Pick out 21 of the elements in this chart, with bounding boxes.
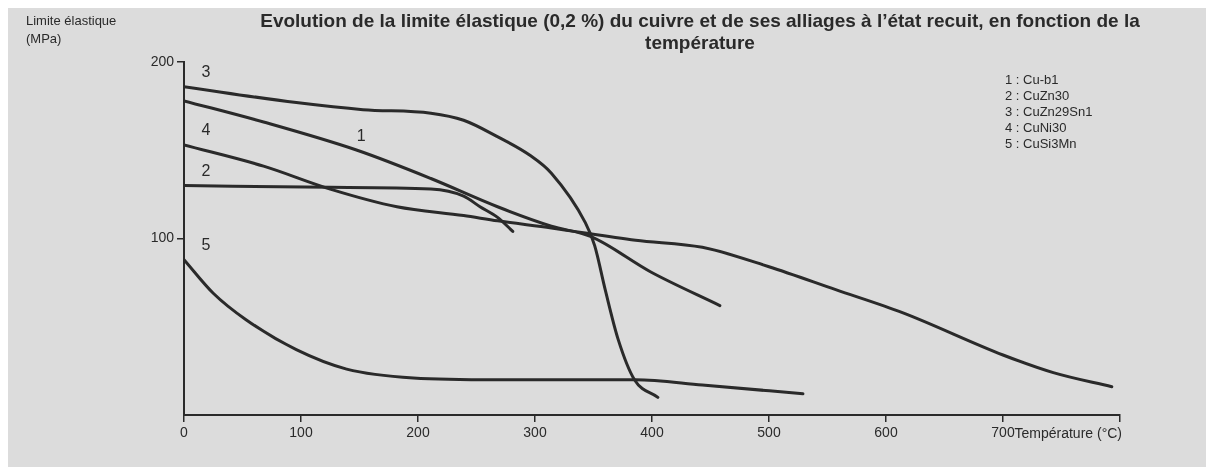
x-tick-label: 500 bbox=[757, 424, 781, 441]
annotation: 5 : CuSi3Mn bbox=[1005, 135, 1077, 151]
x-tick-label: 100 bbox=[289, 424, 313, 441]
x-axis-title: Température (°C) bbox=[1014, 424, 1122, 441]
annotation: 2 : CuZn30 bbox=[1005, 87, 1070, 103]
x-tick-label: 400 bbox=[640, 424, 664, 441]
series-label: 5 bbox=[201, 236, 211, 254]
x-tick-label: 0 bbox=[180, 424, 189, 441]
x-tick-label: 300 bbox=[523, 424, 547, 441]
annotation: 3 : CuZn29Sn1 bbox=[1005, 103, 1093, 119]
annotation: 4 : CuNi30 bbox=[1005, 119, 1067, 135]
series-label: 4 bbox=[201, 121, 211, 139]
x-tick-label: 700 bbox=[991, 424, 1015, 441]
x-tick-label: 200 bbox=[406, 424, 430, 441]
y-axis-title: Limite élastique (MPa) bbox=[26, 12, 118, 48]
x-tick-label: 600 bbox=[874, 424, 898, 441]
series-label: 3 bbox=[201, 63, 211, 81]
series-label: 1 bbox=[356, 126, 366, 144]
chart-title: Evolution de la limite élastique (0,2 %) du cuivre et de ses alliages à l’état recuit, en fonction de la température bbox=[259, 10, 1141, 54]
series-label: 2 bbox=[201, 161, 211, 179]
annotation: 1 : Cu-b1 bbox=[1005, 71, 1059, 87]
